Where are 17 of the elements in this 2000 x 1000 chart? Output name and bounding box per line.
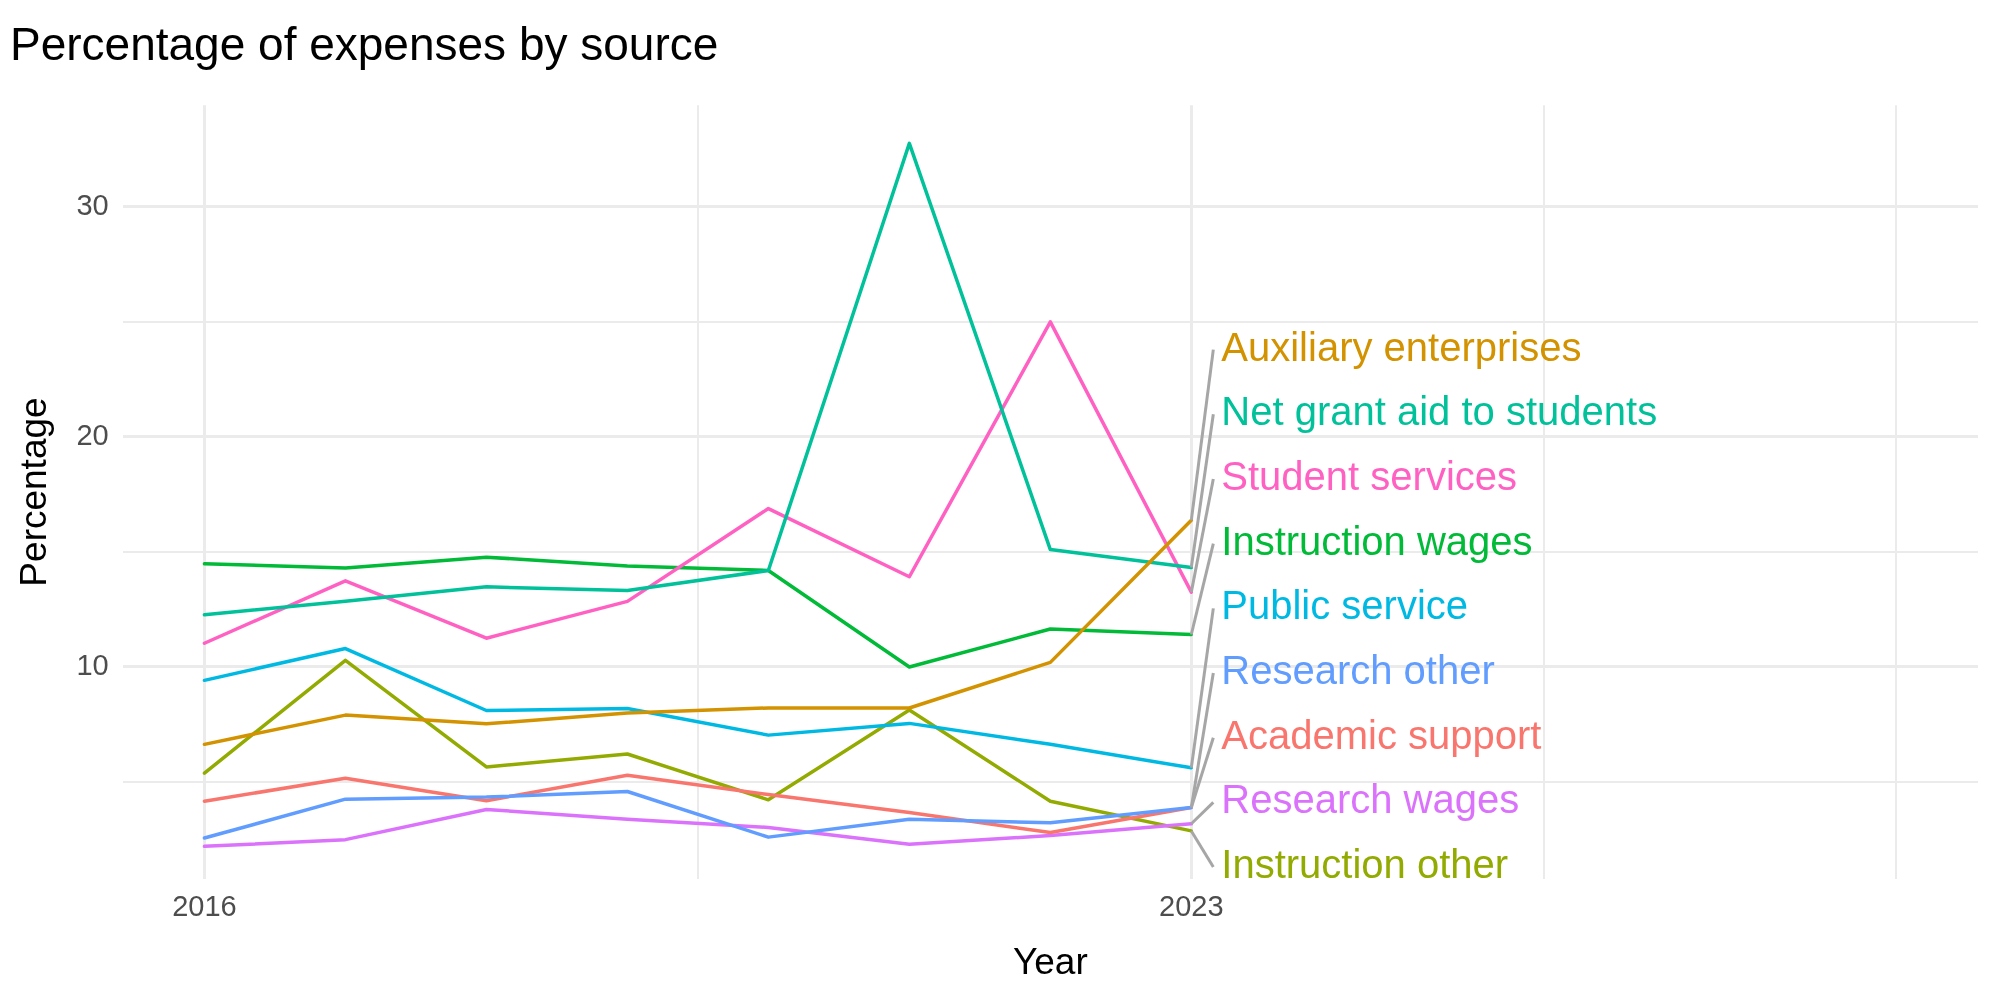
- y-tick-label: 20: [76, 418, 109, 451]
- series-label: Research wages: [1221, 777, 1520, 822]
- series-label: Student services: [1221, 454, 1518, 499]
- x-tick-label: 2023: [1159, 890, 1224, 923]
- text: Research other: [1221, 648, 1495, 693]
- x-tick-label: 2016: [172, 890, 237, 923]
- series-label: Academic support: [1221, 712, 1542, 757]
- series-label: Instruction wages: [1221, 518, 1533, 563]
- text: Public service: [1221, 583, 1469, 628]
- series-label: Instruction other: [1221, 842, 1509, 887]
- x-axis-title: Year: [1012, 941, 1088, 982]
- y-tick-label: 10: [76, 648, 109, 681]
- text: Net grant aid to students: [1221, 389, 1658, 434]
- y-tick-label: 30: [76, 188, 109, 221]
- y-axis-title: Percentage: [13, 397, 55, 587]
- text: Auxiliary enterprises: [1221, 324, 1582, 369]
- chart-title: Percentage of expenses by source: [10, 18, 719, 71]
